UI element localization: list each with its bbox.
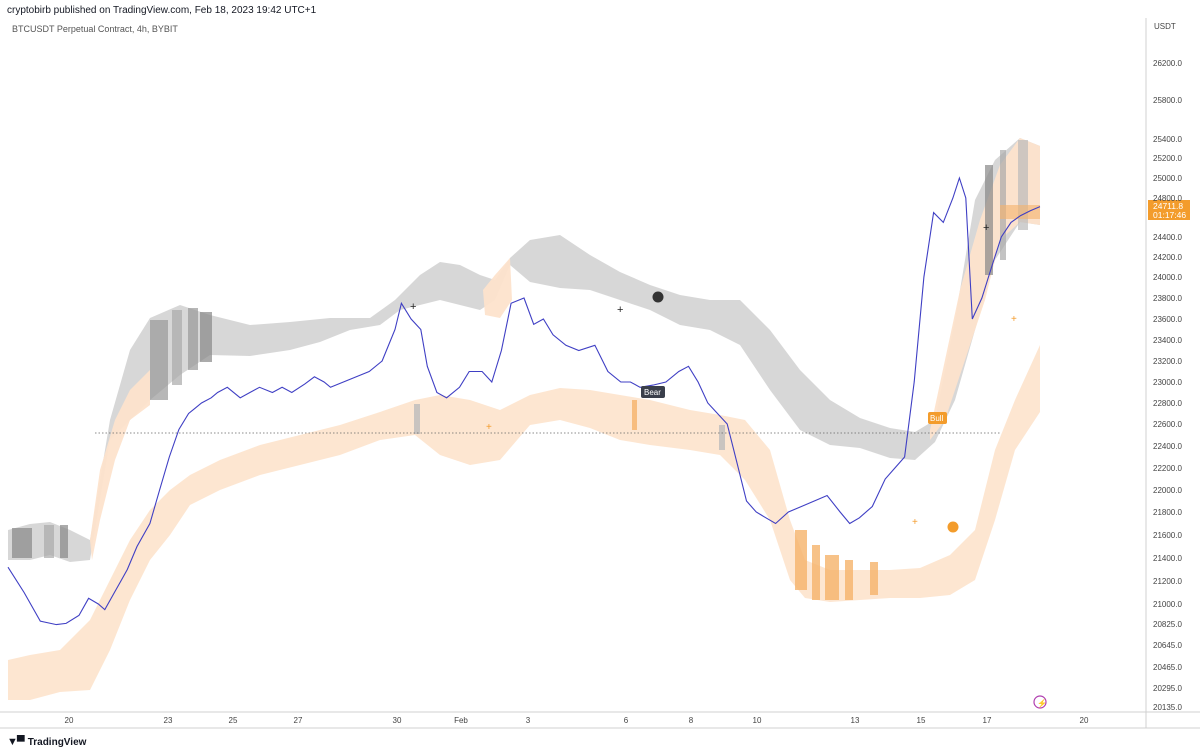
x-tick-label: 8 bbox=[689, 716, 694, 725]
x-tick-label: 13 bbox=[851, 716, 860, 725]
y-tick-label: 23600.0 bbox=[1153, 315, 1182, 324]
y-tick-label: 20645.0 bbox=[1153, 641, 1182, 650]
y-axis-ticks: 26200.0 25800.0 25400.0 25200.0 25000.0 24800… bbox=[1153, 59, 1182, 712]
y-tick-label: 20135.0 bbox=[1153, 703, 1182, 712]
bull-band-upper bbox=[90, 370, 150, 560]
y-tick-label: 21400.0 bbox=[1153, 554, 1182, 563]
bear-label-box bbox=[641, 386, 665, 398]
symbol-title[interactable]: BTCUSDT Perpetual Contract, 4h, BYBIT bbox=[12, 24, 178, 34]
tradingview-footer[interactable]: ▼▀ TradingView bbox=[7, 736, 86, 748]
last-price-tag bbox=[1148, 200, 1190, 220]
y-tick-label: 21800.0 bbox=[1153, 508, 1182, 517]
x-tick-label: 30 bbox=[393, 716, 402, 725]
cross-marker: + bbox=[617, 304, 623, 316]
currency-label: USDT bbox=[1154, 22, 1176, 31]
y-tick-label: 24400.0 bbox=[1153, 233, 1182, 242]
bull-dot-marker bbox=[947, 521, 959, 533]
y-tick-label: 21600.0 bbox=[1153, 531, 1182, 540]
y-tick-label: 23400.0 bbox=[1153, 336, 1182, 345]
last-price-value: 24711.8 bbox=[1153, 201, 1183, 211]
y-tick-label: 25200.0 bbox=[1153, 154, 1182, 163]
y-tick-label: 26200.0 bbox=[1153, 59, 1182, 68]
x-tick-label: 27 bbox=[294, 716, 303, 725]
bull-label-box bbox=[928, 412, 947, 424]
band-stripes bbox=[12, 140, 1040, 600]
brand-label: TradingView bbox=[27, 736, 87, 748]
lightning-icon: ⚡ bbox=[1037, 698, 1047, 708]
y-tick-label: 25800.0 bbox=[1153, 96, 1182, 105]
y-tick-label: 22000.0 bbox=[1153, 486, 1182, 495]
y-tick-label: 20825.0 bbox=[1153, 620, 1182, 629]
y-tick-label: 25400.0 bbox=[1153, 135, 1182, 144]
x-tick-label: 23 bbox=[164, 716, 173, 725]
cross-marker-orange: + bbox=[912, 517, 918, 528]
x-tick-label: 20 bbox=[65, 716, 74, 725]
y-tick-label: 22600.0 bbox=[1153, 420, 1182, 429]
publisher-header: cryptobirb published on TradingView.com,… bbox=[7, 5, 317, 16]
bull-band-lower bbox=[8, 345, 1040, 700]
x-tick-label: Feb bbox=[454, 716, 468, 725]
x-tick-label: 6 bbox=[624, 716, 629, 725]
x-tick-label: 25 bbox=[229, 716, 238, 725]
y-tick-label: 20465.0 bbox=[1153, 663, 1182, 672]
y-tick-label: 21200.0 bbox=[1153, 577, 1182, 586]
last-price-countdown: 01:17:46 bbox=[1153, 210, 1186, 220]
tradingview-logo-icon: ▼▀ bbox=[7, 736, 25, 748]
signal-markers: + + + + + + Bear Bull ⚡ bbox=[410, 222, 1047, 709]
cross-marker: + bbox=[983, 222, 989, 234]
y-tick-label: 22200.0 bbox=[1153, 464, 1182, 473]
cross-marker-orange: + bbox=[486, 422, 492, 433]
price-series-line bbox=[7, 176, 1041, 626]
y-tick-label: 22400.0 bbox=[1153, 442, 1182, 451]
y-tick-label: 22800.0 bbox=[1153, 399, 1182, 408]
x-tick-label: 10 bbox=[753, 716, 762, 725]
bull-label: Bull bbox=[930, 414, 944, 423]
bear-label: Bear bbox=[644, 388, 661, 397]
bull-band-upper-mid bbox=[483, 258, 512, 318]
x-tick-label: 15 bbox=[917, 716, 926, 725]
replay-icon[interactable] bbox=[1033, 695, 1047, 709]
y-tick-label: 23800.0 bbox=[1153, 294, 1182, 303]
y-tick-label: 21000.0 bbox=[1153, 600, 1182, 609]
bear-band-upper bbox=[8, 138, 1040, 562]
y-tick-label: 23200.0 bbox=[1153, 357, 1182, 366]
x-tick-label: 3 bbox=[526, 716, 531, 725]
y-tick-label: 24200.0 bbox=[1153, 253, 1182, 262]
cross-marker: + bbox=[410, 301, 416, 313]
y-tick-label: 25000.0 bbox=[1153, 174, 1182, 183]
x-tick-label: 17 bbox=[983, 716, 992, 725]
y-tick-label: 24000.0 bbox=[1153, 273, 1182, 282]
y-tick-label: 24800.0 bbox=[1153, 194, 1182, 203]
y-tick-label: 23000.0 bbox=[1153, 378, 1182, 387]
y-tick-label: 20295.0 bbox=[1153, 684, 1182, 693]
bear-dot-marker bbox=[652, 291, 664, 303]
x-tick-label: 20 bbox=[1080, 716, 1089, 725]
x-axis-ticks: 20 23 25 27 30 Feb 3 6 8 10 13 15 17 20 bbox=[65, 716, 1089, 725]
cross-marker-orange: + bbox=[1011, 314, 1017, 325]
